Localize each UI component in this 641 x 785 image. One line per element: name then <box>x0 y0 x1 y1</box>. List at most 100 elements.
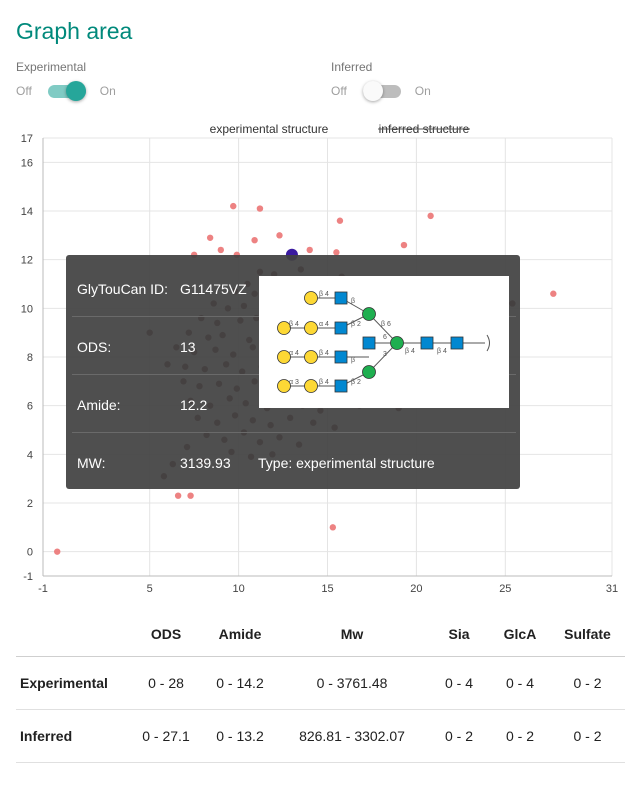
tooltip-ods-key: ODS: <box>77 339 112 355</box>
cell-glca: 0 - 4 <box>490 656 550 710</box>
tooltip-id-value: G11475VZ <box>180 281 247 297</box>
glycan-link-11: β 2 <box>351 379 361 386</box>
tooltip-row-mw: MW: 3139.93 Type: experimental structure <box>72 433 516 491</box>
glycan-link-16: β 4 <box>437 348 447 355</box>
inferred-point[interactable] <box>217 246 225 254</box>
header-blank <box>16 612 128 657</box>
cell-sulfate: 0 - 2 <box>550 709 625 763</box>
inferred-point[interactable] <box>230 202 237 210</box>
cell-amide: 0 - 14.2 <box>204 656 276 710</box>
y-tick-label: 6 <box>27 401 33 413</box>
tooltip-amide-key: Amide: <box>77 397 121 413</box>
x-tick-label: 25 <box>499 583 511 595</box>
range-summary-table: ODS Amide Mw Sia GlcA Sulfate Experiment… <box>16 612 625 763</box>
glycan-link-3: α 4 <box>319 321 329 328</box>
tooltip-ods-value: 13 <box>180 339 196 355</box>
x-tick-label: -1 <box>38 583 48 595</box>
y-tick-label: 12 <box>21 255 33 267</box>
glycan-reducing-end <box>486 334 490 352</box>
inferred-point[interactable] <box>329 524 337 531</box>
legend-experimental[interactable]: experimental structure <box>210 122 329 136</box>
glycan-link-8: β <box>351 357 355 364</box>
glycan-link-14: 3 <box>383 351 387 358</box>
glycan-link-4: β 2 <box>351 321 361 328</box>
glycan-link-2: β <box>351 298 355 305</box>
glycan-structure-image: β 4 β α 4 β 2 β 4 α 4 β 4 β α 3 β 4 β 2 … <box>259 276 509 408</box>
tooltip-type: Type: experimental structure <box>258 455 435 471</box>
experimental-off-label: Off <box>16 84 32 98</box>
y-tick-label: 8 <box>27 352 33 364</box>
y-tick-label: 2 <box>27 498 33 510</box>
glycan-link-12: β 6 <box>381 321 391 328</box>
cell-glca: 0 - 2 <box>490 709 550 763</box>
inferred-point[interactable] <box>174 492 182 499</box>
y-tick-label: 17 <box>21 133 33 145</box>
experimental-on-label: On <box>99 84 116 98</box>
table-row: Inferred 0 - 27.1 0 - 13.2 826.81 - 3302… <box>16 709 625 763</box>
glycan-link-10: β 4 <box>319 379 329 386</box>
glycan-link-5: β 4 <box>289 321 299 328</box>
tooltip-id-key: GlyTouCan ID: <box>77 281 169 297</box>
cell-amide: 0 - 13.2 <box>204 709 276 763</box>
cell-ods: 0 - 27.1 <box>128 709 204 763</box>
inferred-point[interactable] <box>427 212 434 220</box>
header-sulfate: Sulfate <box>550 612 625 657</box>
y-tick-label: 0 <box>27 547 33 559</box>
inferred-point[interactable] <box>54 548 61 555</box>
inferred-on-label: On <box>414 84 431 98</box>
header-amide: Amide <box>204 612 276 657</box>
header-sia: Sia <box>428 612 490 657</box>
tooltip-amide-value: 12.2 <box>180 397 208 413</box>
inferred-point[interactable] <box>276 232 283 239</box>
inferred-point[interactable] <box>306 246 313 254</box>
inferred-point[interactable] <box>333 249 340 256</box>
glycan-link-7: β 4 <box>319 350 329 357</box>
x-tick-label: 5 <box>147 583 153 595</box>
glycan-link-9: α 3 <box>289 379 299 386</box>
tooltip-mw-key: MW: <box>77 455 106 471</box>
glycan-link-6: α 4 <box>289 350 299 357</box>
y-tick-label: 4 <box>27 449 33 461</box>
experimental-toggle-label: Experimental <box>16 60 87 74</box>
experimental-switch-thumb[interactable] <box>65 81 86 101</box>
cell-sia: 0 - 4 <box>428 656 490 710</box>
tooltip-row-amide: Amide: 12.2 <box>72 375 516 433</box>
inferred-point[interactable] <box>206 234 214 241</box>
y-tick-label: 10 <box>21 303 33 315</box>
cell-sulfate: 0 - 2 <box>550 656 625 710</box>
cell-ods: 0 - 28 <box>128 656 204 710</box>
inferred-toggle-group: Inferred Off On <box>331 60 431 101</box>
x-tick-label: 20 <box>410 583 422 595</box>
inferred-point[interactable] <box>187 492 194 499</box>
glycan-link-13: 6 <box>383 334 387 341</box>
table-row: Experimental 0 - 28 0 - 14.2 0 - 3761.48… <box>16 656 625 710</box>
page-title: Graph area <box>16 18 133 44</box>
row-label: Experimental <box>16 656 128 710</box>
experimental-toggle-switch[interactable] <box>47 81 86 101</box>
y-tick-label: 16 <box>21 157 33 169</box>
cell-sia: 0 - 2 <box>428 709 490 763</box>
inferred-point[interactable] <box>336 217 344 224</box>
header-ods: ODS <box>128 612 204 657</box>
inferred-point[interactable] <box>251 237 258 244</box>
glycan-diagram: β 4 β α 4 β 2 β 4 α 4 β 4 β α 3 β 4 β 2 … <box>277 291 490 393</box>
inferred-point[interactable] <box>550 290 557 297</box>
y-tick-label: 14 <box>21 206 33 218</box>
inferred-point[interactable] <box>400 241 408 249</box>
tooltip-mw-value: 3139.93 <box>180 455 231 471</box>
inferred-switch-thumb[interactable] <box>362 81 383 101</box>
cell-mw: 826.81 - 3302.07 <box>276 709 428 763</box>
x-tick-label: 10 <box>232 583 244 595</box>
inferred-toggle-label: Inferred <box>331 60 373 74</box>
point-tooltip: GlyTouCan ID: G11475VZ ODS: 13 Amide: 12… <box>66 255 520 489</box>
table-header-row: ODS Amide Mw Sia GlcA Sulfate <box>16 612 625 657</box>
y-tick-label: -1 <box>23 571 33 583</box>
row-label: Inferred <box>16 709 128 763</box>
header-glca: GlcA <box>490 612 550 657</box>
glycan-link-15: β 4 <box>405 348 415 355</box>
cell-mw: 0 - 3761.48 <box>276 656 428 710</box>
inferred-toggle-switch[interactable] <box>362 81 401 101</box>
inferred-off-label: Off <box>331 84 347 98</box>
inferred-point[interactable] <box>256 205 264 212</box>
chart-axes: -1 5 10 15 20 25 31 -1 0 2 4 6 8 10 12 14 16 17 <box>21 133 618 595</box>
